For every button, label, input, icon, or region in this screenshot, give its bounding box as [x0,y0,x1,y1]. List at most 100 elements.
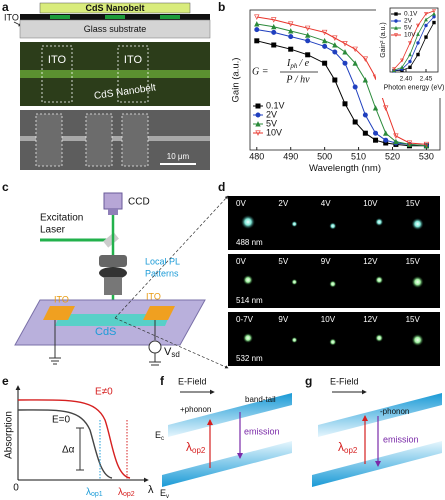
marker [288,28,294,34]
phonon-label: +phonon [180,405,211,414]
voltage-label: 15V [406,199,421,208]
laser-label: Laser [40,225,66,236]
pl-spot [329,280,337,288]
marker [305,38,311,44]
origin-label: 0 [13,483,19,494]
ev-label: Ev [160,488,169,499]
series-line [393,13,435,71]
marker [393,138,399,145]
legend-label: 2V [266,109,277,119]
marker [321,37,328,44]
ec-sub: c [161,436,164,442]
marker [352,119,358,125]
ground [149,353,161,366]
marker [372,105,379,111]
marker [416,32,420,36]
pl-spot [329,338,337,346]
legend-marker [394,33,398,38]
marker [408,41,412,45]
op2-sub: op2 [123,491,135,498]
marker [342,41,348,47]
marker [408,59,412,64]
x-tick-label: 500 [317,151,332,161]
electrode-outline [85,113,113,167]
ec-label: Ec [155,430,164,441]
pl-spot [241,215,255,229]
nanobelt [39,2,191,14]
ccd-neck [108,209,118,215]
ccd [103,192,123,210]
x-tick-label: 480 [249,151,264,161]
ito-pad [143,306,175,320]
panel-a: a ITO CdS Nanobelt Glass substrate ITO I… [2,0,211,170]
ec-main: E [155,430,161,440]
formula-part: / e [298,58,309,69]
electrode-outline [121,113,149,167]
marker [424,23,428,28]
op1-label: λop1 [86,487,103,498]
marker [432,20,436,25]
marker [408,65,412,70]
ito-image-label: ITO [124,54,143,66]
zero-field-label: E=0 [52,415,71,426]
pl-spot [411,218,424,230]
mirror [103,232,119,248]
legend-label: 2V [404,18,413,25]
legend-marker [394,19,398,23]
marker [352,60,358,66]
marker [432,15,436,19]
belt-label: CdS Nanobelt [85,3,144,13]
marker [373,137,379,143]
series-line [393,10,435,70]
marker [254,21,260,27]
marker [423,142,430,149]
ev-sub: v [166,494,169,500]
marker [342,60,348,66]
legend-marker [255,121,261,127]
pl-spot [375,334,384,342]
conduction-band [318,393,442,437]
marker [393,133,399,139]
panel-letter: g [305,374,312,388]
marker [406,141,413,147]
x-axis-label: λ [148,484,154,496]
marker [254,27,260,33]
pl-spot [291,337,298,343]
curve-zero [17,409,113,479]
pl-spot [243,275,253,285]
legend-marker [255,130,261,136]
marker [254,14,260,20]
valence-band [312,441,442,487]
panel-f: f E-Field band-tail +phonon emission λop… [155,374,292,500]
marker [304,32,311,38]
pl-spot [411,276,424,288]
marker [332,35,338,41]
ito-pad [105,15,125,19]
pl-label: Local PL [145,256,180,266]
formula-part: I [286,58,291,69]
inset-background [376,4,444,98]
marker [271,42,277,48]
op2-main: λ [338,440,344,454]
marker [304,25,311,32]
legend-label: 5V [266,118,277,128]
voltage-label: 10V [321,315,336,324]
ito-label: ITO [146,291,161,301]
ito-image-label: ITO [48,54,67,66]
panel-letter: b [218,0,225,14]
laser-beam [40,238,114,246]
field-label: E-Field [330,376,359,386]
pl-label: Patterns [145,268,179,278]
panel-e: e Absorption E≠0 E=0 Δα 0 λ λop1 λop2 [2,374,154,498]
panel-g: g E-Field -phonon emission λop2 [305,374,442,487]
objective [104,277,122,295]
panel-letter: d [218,180,225,194]
voltmeter [148,340,162,354]
legend-label: 0.1V [404,11,418,18]
marker [373,130,379,136]
marker [416,52,420,57]
marker [332,49,338,55]
op2-label: λop2 [186,440,206,455]
pl-spot [375,276,384,284]
